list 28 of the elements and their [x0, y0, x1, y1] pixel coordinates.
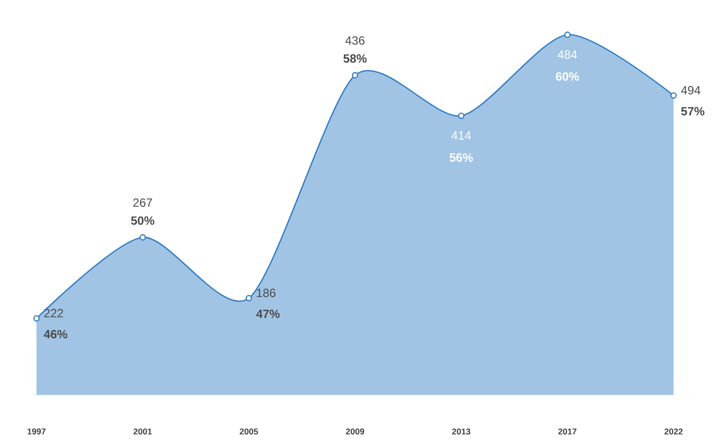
- x-tick-label: 2017: [558, 428, 576, 435]
- x-tick-label: 2013: [452, 428, 470, 435]
- data-label: 56%: [450, 153, 473, 162]
- data-label: 60%: [556, 72, 580, 81]
- point: [33, 315, 40, 322]
- annotation: 186: [256, 288, 276, 298]
- annotation: 436: [345, 36, 364, 45]
- point: [458, 112, 464, 119]
- point: [246, 294, 252, 302]
- data-label: 46%: [44, 330, 68, 338]
- x-tick-label: 2005: [240, 428, 258, 435]
- point: [139, 234, 146, 241]
- annotation: 267: [133, 198, 152, 207]
- annotation: 494: [681, 86, 700, 94]
- data-label: 58%: [343, 54, 367, 63]
- x-tick-label: 1997: [28, 428, 46, 435]
- point: [352, 72, 358, 78]
- annotation: 414: [452, 131, 471, 140]
- data-label: 50%: [131, 216, 154, 225]
- x-tick-label: 2001: [134, 428, 152, 435]
- point: [564, 32, 571, 38]
- annotation: 484: [558, 50, 578, 59]
- x-tick-label: 2009: [346, 428, 364, 435]
- x-tick-label: 2022: [664, 428, 683, 435]
- data-label: 57%: [681, 107, 704, 116]
- point: [670, 92, 677, 99]
- annotation: 222: [44, 308, 64, 318]
- data-label: 47%: [256, 310, 280, 318]
